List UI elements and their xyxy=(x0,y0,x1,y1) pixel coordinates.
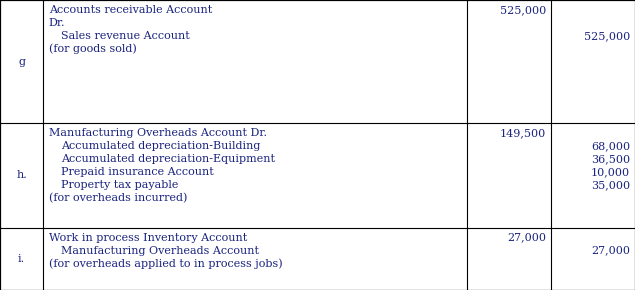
Text: g: g xyxy=(18,57,25,67)
Text: Work in process Inventory Account: Work in process Inventory Account xyxy=(49,233,247,243)
Text: 525,000: 525,000 xyxy=(500,5,546,15)
Text: Sales revenue Account: Sales revenue Account xyxy=(61,31,190,41)
Text: 27,000: 27,000 xyxy=(507,233,546,243)
Text: Manufacturing Overheads Account: Manufacturing Overheads Account xyxy=(61,246,259,255)
Text: Dr.: Dr. xyxy=(49,18,65,28)
Text: 35,000: 35,000 xyxy=(591,180,630,190)
Text: Accumulated depreciation-Equipment: Accumulated depreciation-Equipment xyxy=(61,154,275,164)
Text: (for overheads applied to in process jobs): (for overheads applied to in process job… xyxy=(49,258,283,269)
Text: (for overheads incurred): (for overheads incurred) xyxy=(49,193,187,203)
Text: i.: i. xyxy=(18,254,25,264)
Text: Property tax payable: Property tax payable xyxy=(61,180,178,190)
Text: Manufacturing Overheads Account Dr.: Manufacturing Overheads Account Dr. xyxy=(49,128,267,138)
Text: 68,000: 68,000 xyxy=(591,141,630,151)
Text: 525,000: 525,000 xyxy=(584,31,630,41)
Text: (for goods sold): (for goods sold) xyxy=(49,44,137,54)
Text: Prepaid insurance Account: Prepaid insurance Account xyxy=(61,167,214,177)
Text: Accounts receivable Account: Accounts receivable Account xyxy=(49,5,212,15)
Text: 27,000: 27,000 xyxy=(591,246,630,255)
Text: 36,500: 36,500 xyxy=(591,154,630,164)
Text: Accumulated depreciation-Building: Accumulated depreciation-Building xyxy=(61,141,260,151)
Text: 149,500: 149,500 xyxy=(500,128,546,138)
Text: h.: h. xyxy=(17,171,27,180)
Text: 10,000: 10,000 xyxy=(591,167,630,177)
